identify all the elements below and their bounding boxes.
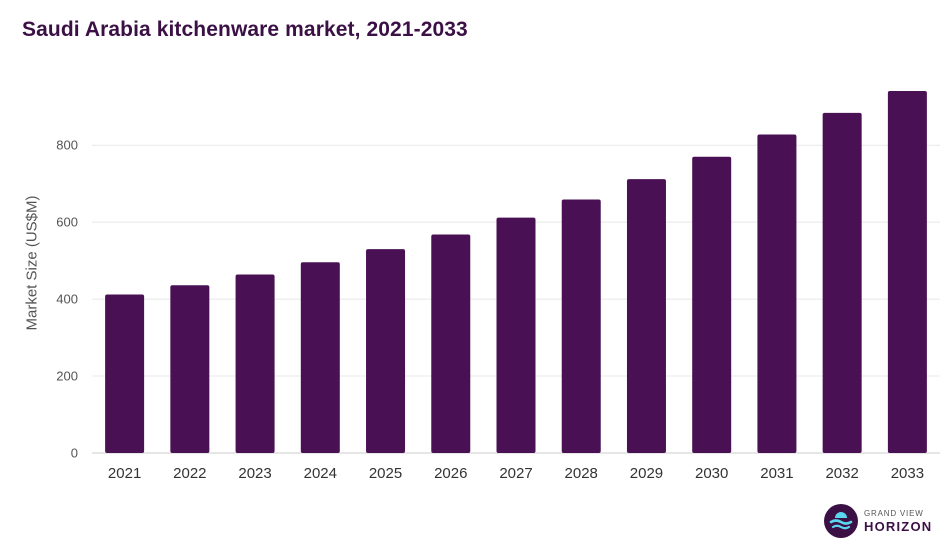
x-tick-label: 2030 [695, 465, 728, 482]
bar-2022 [170, 285, 210, 453]
bar-2027 [496, 217, 536, 453]
bar-2031 [757, 134, 797, 454]
logo-icon [824, 504, 858, 538]
bar-2032 [822, 112, 862, 453]
logo-text-top: GRAND VIEW [864, 508, 924, 518]
y-tick-label: 400 [56, 292, 78, 307]
bar-2030 [692, 156, 732, 453]
y-tick-label: 200 [56, 369, 78, 384]
x-tick-label: 2023 [238, 465, 271, 482]
y-tick-label: 600 [56, 215, 78, 230]
x-tick-label: 2022 [173, 465, 206, 482]
bars [105, 91, 927, 454]
logo-text-bottom: HORIZON [864, 518, 933, 534]
y-axis-ticks: 0 200 400 600 800 [56, 138, 78, 461]
x-tick-label: 2032 [825, 465, 858, 482]
x-tick-label: 2029 [630, 465, 663, 482]
bar-2024 [300, 262, 340, 453]
y-tick-label: 800 [56, 138, 78, 153]
bar-2028 [561, 199, 601, 453]
x-axis-ticks: 2021 2022 2023 2024 2025 2026 2027 2028 2029 2030… [108, 465, 924, 482]
x-tick-label: 2026 [434, 465, 467, 482]
bar-2026 [431, 234, 471, 453]
bar-2033 [887, 91, 927, 453]
bar-2021 [105, 294, 145, 453]
y-tick-label: 0 [71, 446, 78, 461]
x-tick-label: 2025 [369, 465, 402, 482]
x-tick-label: 2031 [760, 465, 793, 482]
chart-title: Saudi Arabia kitchenware market, 2021-20… [22, 18, 468, 41]
bar-2029 [626, 179, 666, 453]
x-tick-label: 2027 [499, 465, 532, 482]
bar-2025 [366, 249, 406, 453]
bar-2023 [235, 274, 275, 453]
x-tick-label: 2028 [565, 465, 598, 482]
x-tick-label: 2021 [108, 465, 141, 482]
x-tick-label: 2024 [304, 465, 337, 482]
x-tick-label: 2033 [891, 465, 924, 482]
brand-logo: GRAND VIEW HORIZON [824, 504, 932, 538]
